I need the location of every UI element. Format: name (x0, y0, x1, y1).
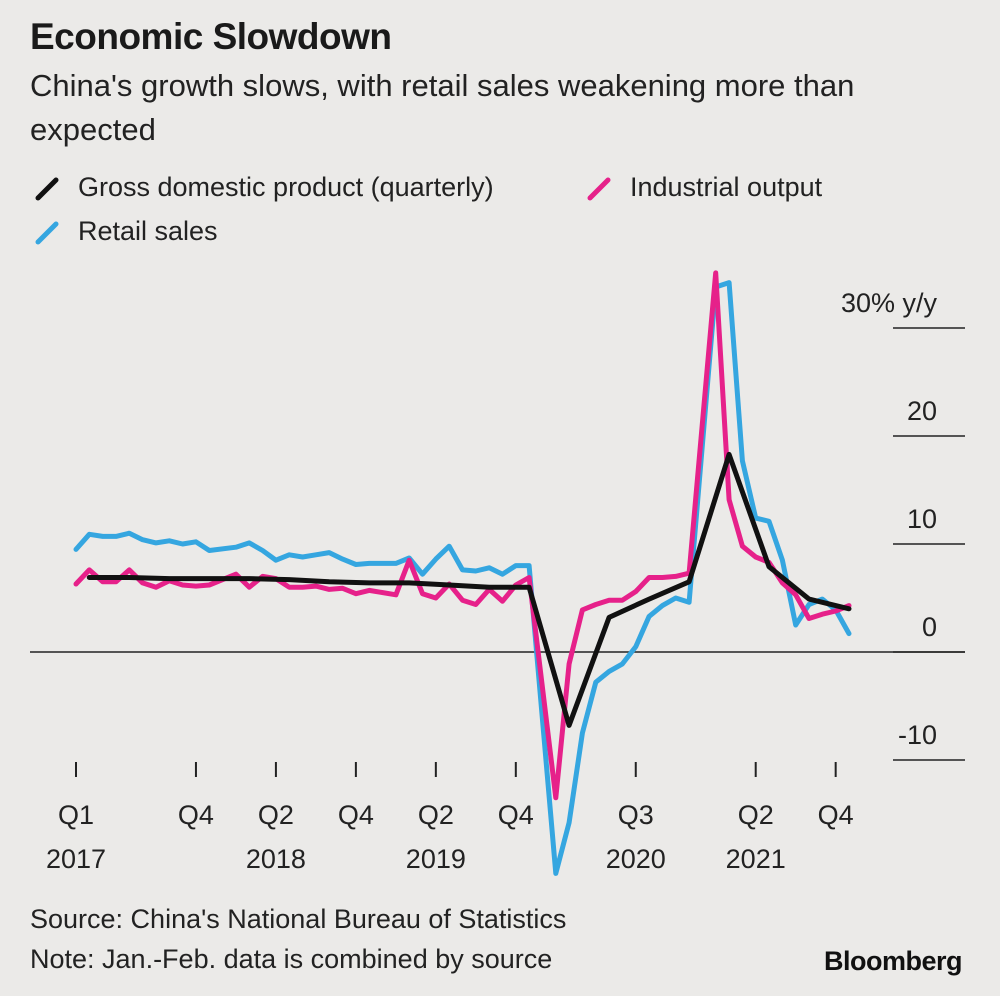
y-tick-label: 10 (907, 504, 937, 534)
x-year-label: 2019 (406, 844, 466, 874)
retail-sales-line (73, 280, 852, 876)
x-year-label: 2020 (606, 844, 666, 874)
x-tick-label: Q4 (498, 800, 534, 830)
y-tick-label: 20 (907, 396, 937, 426)
industrial-output-line (73, 270, 852, 801)
data-note: Note: Jan.-Feb. data is combined by sour… (30, 944, 553, 974)
legend-label-industrial-output: Industrial output (630, 172, 823, 202)
source-note: Source: China's National Bureau of Stati… (30, 904, 567, 934)
x-tick-label: Q2 (258, 800, 294, 830)
y-tick-label: 30% y/y (841, 288, 938, 318)
x-year-label: 2017 (46, 844, 106, 874)
x-tick-label: Q2 (418, 800, 454, 830)
x-tick-label: Q2 (738, 800, 774, 830)
chart-title: Economic Slowdown (30, 16, 392, 57)
x-year-label: 2021 (726, 844, 786, 874)
x-tick-label: Q4 (178, 800, 214, 830)
x-year-label: 2018 (246, 844, 306, 874)
legend-swatch-industrial-output (587, 177, 611, 201)
legend-swatch-gdp (35, 177, 59, 201)
chart-subtitle: China's growth slows, with retail sales … (30, 68, 855, 147)
bloomberg-logo: Bloomberg (823, 946, 963, 976)
legend-label-retail-sales: Retail sales (78, 216, 218, 246)
x-tick-label: Q3 (618, 800, 654, 830)
y-tick-label: -10 (898, 720, 937, 750)
legend-swatch-retail-sales (35, 221, 59, 245)
legend-label-gdp: Gross domestic product (quarterly) (78, 172, 494, 202)
gdp-line (86, 451, 852, 728)
x-tick-label: Q1 (58, 800, 94, 830)
x-tick-label: Q4 (818, 800, 854, 830)
x-tick-label: Q4 (338, 800, 374, 830)
y-tick-label: 0 (922, 612, 937, 642)
